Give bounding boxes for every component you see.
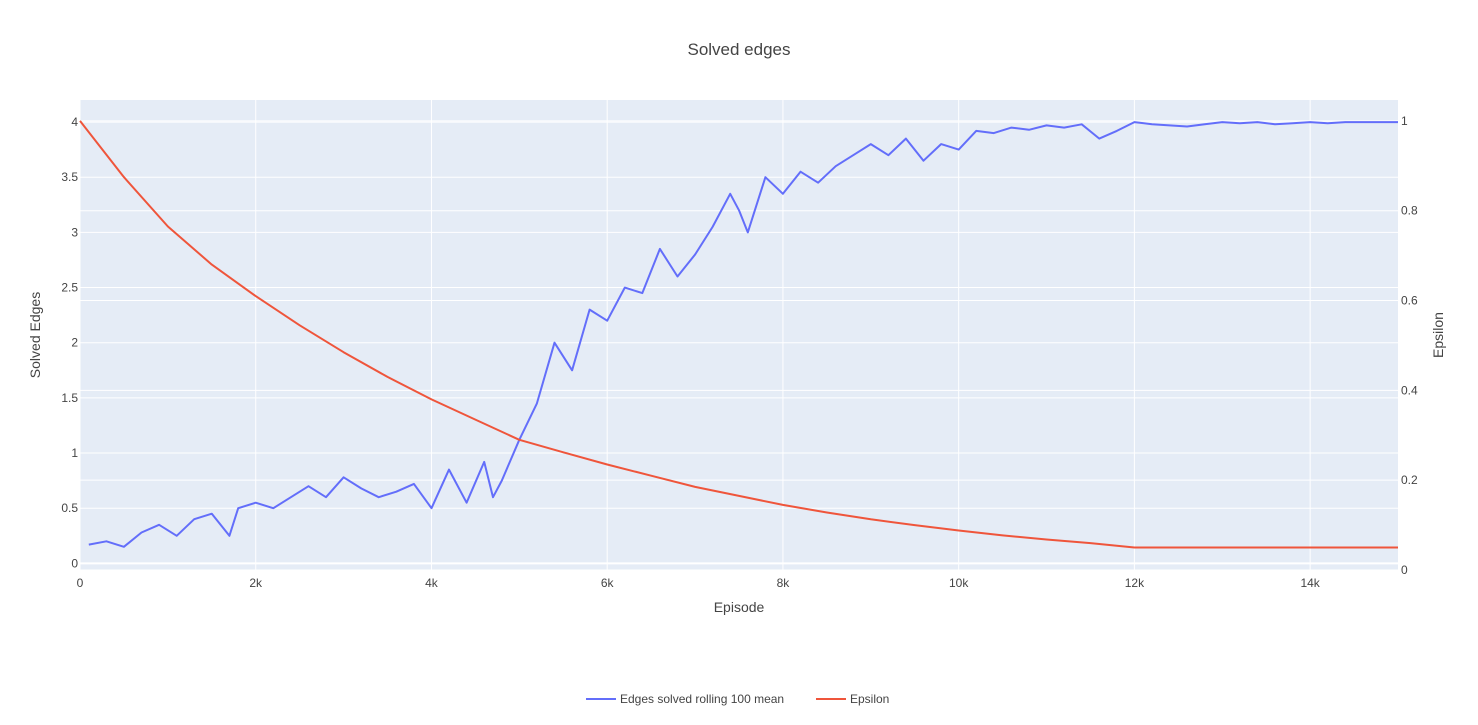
series-layer (79, 120, 1398, 549)
y2-tick-label: 0.4 (1401, 383, 1418, 397)
y2-tick-label: 0 (1401, 563, 1408, 577)
y2-tick-label: 0.2 (1401, 473, 1418, 487)
x-tick-label: 4k (425, 576, 439, 590)
plot-background (80, 100, 1398, 570)
legend[interactable]: Edges solved rolling 100 mean Epsilon (586, 692, 889, 706)
x-tick-label: 12k (1125, 576, 1145, 590)
y-tick-label: 0 (71, 556, 78, 570)
x-axis-title: Episode (714, 599, 765, 615)
series-line-epsilon (79, 120, 1398, 549)
y-tick-label: 2 (71, 336, 78, 350)
x-tick-label: 14k (1300, 576, 1320, 590)
legend-label-epsilon: Epsilon (850, 692, 889, 706)
y2-tick-label: 0.8 (1401, 204, 1418, 218)
y-tick-label: 2.5 (61, 281, 78, 295)
legend-item-epsilon[interactable]: Epsilon (816, 692, 889, 706)
y-tick-label: 4 (71, 115, 78, 129)
y2-axis-title: Epsilon (1430, 312, 1446, 358)
x-tick-label: 10k (949, 576, 969, 590)
y-tick-label: 3 (71, 225, 78, 239)
y-tick-label: 3.5 (61, 170, 78, 184)
x-tick-label: 2k (249, 576, 263, 590)
x-tick-label: 8k (777, 576, 791, 590)
legend-item-edges[interactable]: Edges solved rolling 100 mean (586, 692, 784, 706)
y-axis-title: Solved Edges (27, 292, 43, 378)
y2-tick-label: 1 (1401, 114, 1408, 128)
y2-tick-label: 0.6 (1401, 294, 1418, 308)
y-tick-label: 1.5 (61, 391, 78, 405)
y-tick-label: 0.5 (61, 501, 78, 515)
grid-layer (79, 100, 1398, 571)
series-line-edges-solved (88, 121, 1398, 548)
tick-layer: 0 2k 4k 6k 8k 10k 12k 14k 0 0.5 1 1.5 2 2.5 3 3.5 4 0 0.2 0… (61, 114, 1418, 590)
x-tick-label: 6k (601, 576, 615, 590)
x-tick-label: 0 (77, 576, 84, 590)
y-tick-label: 1 (71, 446, 78, 460)
chart-title: Solved edges (687, 40, 790, 59)
legend-label-edges: Edges solved rolling 100 mean (620, 692, 784, 706)
